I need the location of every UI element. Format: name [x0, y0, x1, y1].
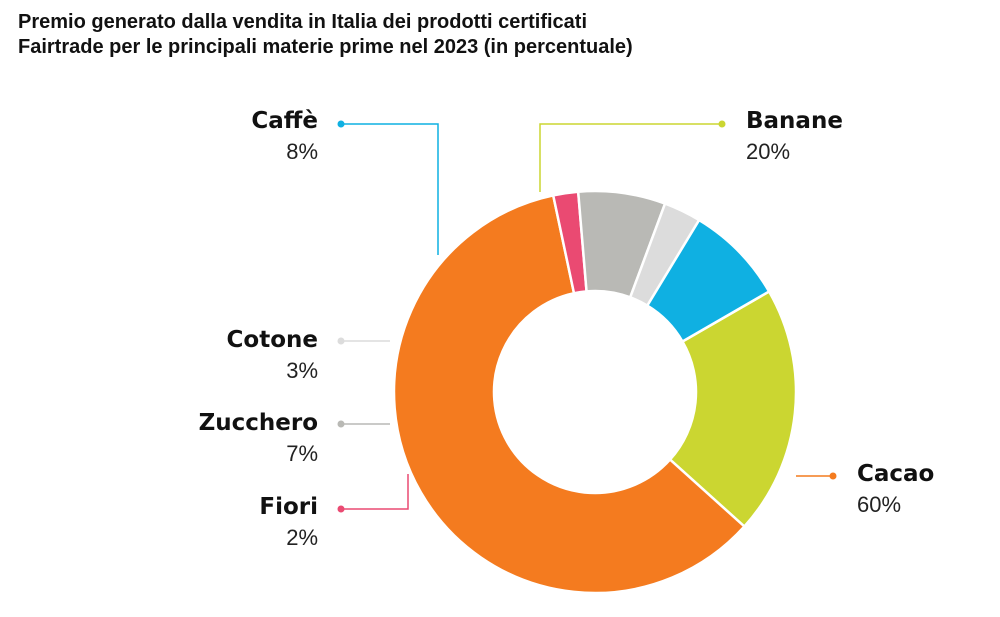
leader-dot-cacao — [829, 472, 837, 480]
leader-line-banane — [539, 123, 722, 192]
slice-label-fiori: Fiori — [259, 494, 318, 520]
leader-dot-cotone — [337, 337, 345, 345]
slice-label-cacao: Cacao — [857, 461, 934, 487]
slice-value-caffe: 8% — [286, 139, 318, 164]
chart-title-line-1: Premio generato dalla vendita in Italia … — [18, 11, 588, 33]
slice-value-fiori: 2% — [286, 525, 318, 550]
slice-value-zucchero: 7% — [286, 441, 318, 466]
slice-label-zucchero: Zucchero — [199, 410, 318, 436]
slice-label-cotone: Cotone — [227, 327, 318, 353]
slice-caffe — [645, 218, 771, 344]
slice-label-caffe: Caffè — [251, 108, 318, 134]
slice-value-cacao: 60% — [857, 492, 901, 517]
leader-line-caffe — [341, 123, 439, 255]
slice-value-banane: 20% — [746, 139, 790, 164]
slice-label-banane: Banane — [746, 108, 843, 134]
slice-cacao — [392, 193, 747, 595]
leader-dot-fiori — [337, 505, 345, 513]
slice-value-cotone: 3% — [286, 358, 318, 383]
leader-line-fiori — [341, 474, 409, 510]
chart-title: Premio generato dalla vendita in Italia … — [18, 10, 633, 60]
leader-dot-banane — [718, 120, 726, 128]
slice-banane — [668, 289, 798, 529]
chart-title-line-2: Fairtrade per le principali materie prim… — [18, 36, 633, 58]
leader-dot-caffe — [337, 120, 345, 128]
leader-dot-zucchero — [337, 420, 345, 428]
